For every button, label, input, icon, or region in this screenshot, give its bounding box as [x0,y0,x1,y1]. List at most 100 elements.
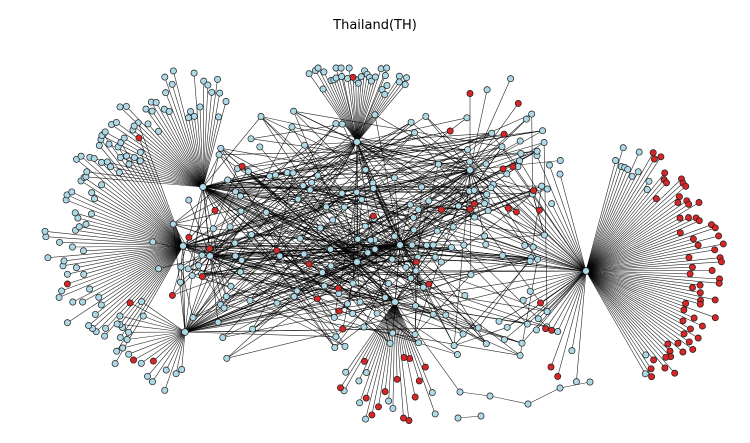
edge [260,116,424,288]
edge [173,191,236,225]
edge [585,227,716,272]
edge [356,77,370,143]
highlighted-node [647,365,655,373]
edge [95,245,184,332]
edge [151,110,204,188]
edge [585,238,694,272]
edge [585,270,654,361]
node [238,256,246,264]
node-layer [41,64,727,424]
edge [184,270,587,333]
node [247,135,255,143]
edge [198,168,238,266]
edge [108,143,204,188]
node [522,115,530,123]
edge [358,301,396,382]
edge [585,270,668,345]
node [381,72,389,79]
edge [585,270,716,318]
edge [585,270,701,305]
edge [190,111,204,188]
edge [141,331,186,364]
highlighted-node [437,206,445,214]
node [149,378,156,386]
edge [352,77,358,143]
edge [199,106,204,188]
node [635,148,643,156]
node [289,169,297,177]
edge [519,259,538,356]
node [165,107,173,115]
edge [585,270,652,377]
node [455,202,462,210]
node [360,323,368,331]
node [257,113,265,120]
node [172,370,180,378]
node [113,320,121,328]
edge [498,270,587,322]
node [431,253,439,261]
node [487,184,495,192]
highlighted-node [685,214,692,222]
edge [240,195,471,211]
node [198,251,206,259]
edge [356,75,386,143]
edge [129,302,186,333]
node [142,105,150,113]
node [189,314,197,322]
node [518,339,526,347]
highlighted-node [674,199,682,207]
edge [134,125,204,188]
node [526,257,534,265]
node [449,223,457,231]
edge [453,169,471,346]
edge [502,168,587,272]
node [130,122,138,130]
node [58,287,66,295]
edge [394,244,401,303]
node [116,103,124,111]
node [395,72,403,80]
edge [304,144,415,231]
edge [322,88,358,143]
node [185,196,193,204]
highlighted-node [135,134,143,142]
edge [128,163,204,188]
node [301,141,309,149]
node [318,269,326,276]
node [503,323,511,331]
edge [171,84,204,188]
edge [209,255,396,303]
highlighted-node [650,155,658,163]
node [237,207,245,215]
node [102,324,110,332]
node [546,161,553,169]
node [354,79,362,87]
edge [88,245,184,326]
edge [356,261,547,328]
highlighted-node [657,153,665,161]
node [136,148,144,156]
node [367,236,375,244]
edge [85,223,184,247]
node [408,241,416,249]
edge [72,245,184,248]
edge [240,123,343,197]
edge [356,261,396,303]
edge [172,186,204,296]
edge [124,137,204,188]
edge [202,169,471,188]
highlighted-node [664,340,672,348]
edge [141,301,186,333]
node [410,226,418,234]
edge [585,270,646,374]
node [137,359,145,367]
edge [202,161,470,188]
node [190,112,198,120]
highlighted-node [719,240,727,248]
node [63,270,71,278]
edge [519,160,587,272]
node [461,292,469,299]
node [90,154,98,162]
highlighted-node [512,208,520,216]
